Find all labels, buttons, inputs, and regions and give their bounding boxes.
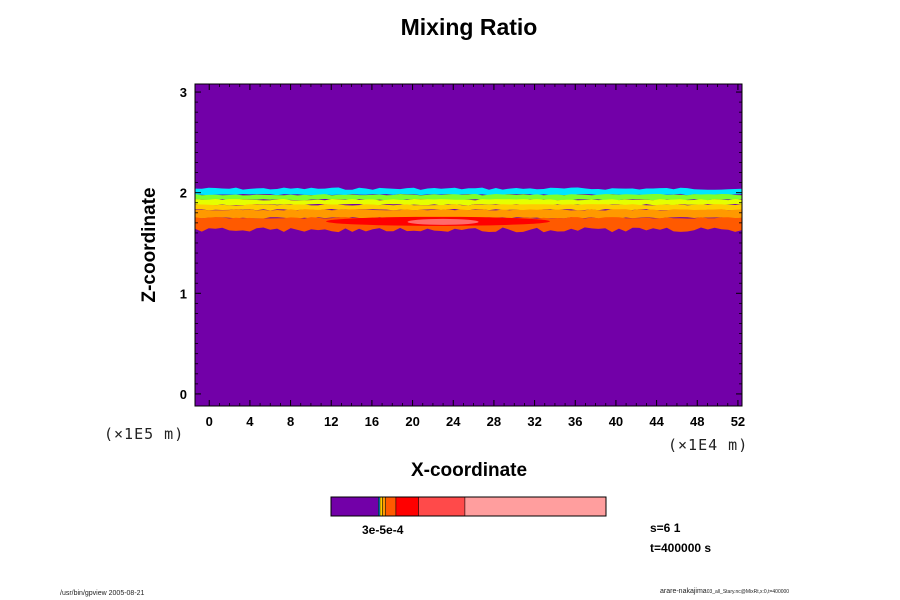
x-tick-label: 36 — [568, 414, 582, 429]
layer-band-1 — [195, 194, 742, 201]
step-annotation: s=6 1 — [650, 521, 681, 535]
x-tick-label: 0 — [206, 414, 213, 429]
mixing-ratio-field — [195, 84, 742, 406]
x-tick-label: 8 — [287, 414, 294, 429]
y-tick-label: 0 — [180, 387, 187, 402]
x-tick-label: 4 — [246, 414, 254, 429]
x-tick-label: 52 — [731, 414, 745, 429]
colorbar — [330, 496, 607, 517]
colorbar-segment — [331, 497, 379, 516]
x-tick-label: 48 — [690, 414, 704, 429]
x-tick-label: 12 — [324, 414, 338, 429]
footer-source: arare-nakajima03_all_Stary.nc@MixRt,x:0,… — [660, 588, 789, 595]
footer-author: arare-nakajima — [660, 588, 707, 595]
colorbar-segment — [418, 497, 465, 516]
x-tick-label: 44 — [649, 414, 664, 429]
plot-frame — [194, 83, 743, 407]
colorbar-frame — [330, 496, 607, 517]
y-axis-unit: (×1E5 m) — [104, 425, 185, 443]
x-axis-title: X-coordinate — [410, 460, 528, 481]
y-tick-label: 2 — [180, 186, 187, 201]
colorbar-segment — [379, 497, 383, 516]
chart-title: Mixing Ratio — [400, 14, 538, 40]
layer-band-3 — [195, 204, 742, 211]
core-region-1 — [407, 218, 479, 225]
layer-band-0 — [195, 187, 742, 196]
footer-dataset: 03_all_Stary.nc@MixRt,x:0,t=400000 — [706, 589, 790, 595]
x-tick-label: 24 — [446, 414, 461, 429]
x-tick-label: 20 — [405, 414, 419, 429]
colorbar-segment — [378, 497, 380, 516]
colorbar-segment — [382, 497, 386, 516]
layer-band-2 — [195, 199, 742, 206]
x-tick-label: 28 — [487, 414, 501, 429]
x-tick-label: 16 — [365, 414, 379, 429]
x-axis-unit: (×1E4 m) — [668, 436, 749, 454]
time-annotation: t=400000 s — [650, 541, 712, 555]
y-axis-title: Z-coordinate — [139, 187, 160, 303]
colorbar-segment — [385, 497, 396, 516]
y-tick-label: 3 — [180, 85, 187, 100]
colorbar-labels: 3e-5e-4 — [362, 523, 404, 537]
field-background — [195, 84, 742, 406]
colorbar-segment — [395, 497, 419, 516]
x-tick-label: 32 — [527, 414, 541, 429]
colorbar-segment — [464, 497, 606, 516]
footer-command: /usr/bin/gpview 2005-08-21 — [60, 590, 145, 597]
y-tick-label: 1 — [180, 286, 187, 301]
layer-band-4 — [195, 209, 742, 219]
x-tick-label: 40 — [609, 414, 623, 429]
